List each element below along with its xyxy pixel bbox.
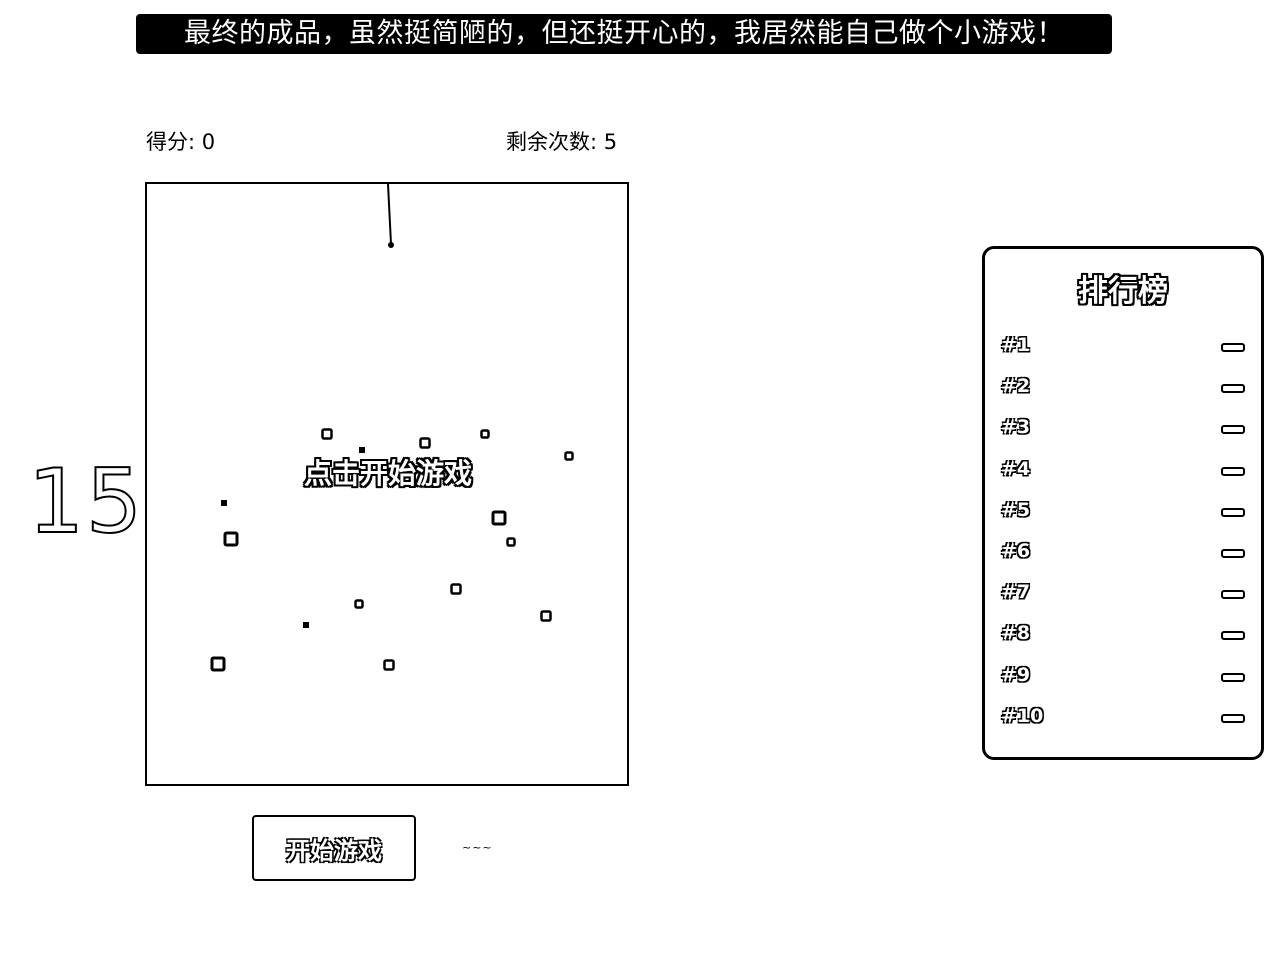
item-ring	[564, 451, 574, 461]
leaderboard-score-placeholder	[1221, 672, 1245, 682]
leaderboard-score-placeholder	[1221, 590, 1245, 600]
leaderboard-row: #1	[1001, 331, 1245, 372]
item-ring	[223, 531, 239, 547]
leaderboard-rank: #7	[1001, 581, 1031, 604]
leaderboard-score-placeholder	[1221, 631, 1245, 641]
leaderboard-rank: #10	[1001, 704, 1044, 727]
tiny-caption: ~~~	[462, 841, 493, 854]
needle-hook-icon	[387, 184, 394, 248]
item-ring	[210, 656, 226, 672]
item-dot	[303, 622, 309, 628]
leaderboard-row: #8	[1001, 619, 1245, 660]
leaderboard-row: #2	[1001, 372, 1245, 413]
item-ring	[321, 428, 333, 440]
leaderboard-rank: #1	[1001, 334, 1031, 356]
leaderboard-score-placeholder	[1221, 713, 1245, 723]
leaderboard-row: #5	[1001, 496, 1245, 537]
game-scene	[210, 184, 574, 672]
leaderboard-rank: #2	[1001, 375, 1031, 398]
leaderboard-panel: 排行榜 #1 #2 #3 #4 #5 #6 #7 #8 #9 #10	[982, 246, 1264, 760]
leaderboard-rank: #3	[1001, 416, 1031, 439]
leaderboard-score-placeholder	[1221, 343, 1245, 352]
item-ring	[419, 437, 431, 449]
leaderboard-rank: #9	[1001, 663, 1031, 686]
item-ring	[480, 429, 490, 439]
leaderboard-row: #7	[1001, 578, 1245, 619]
item-ring	[506, 537, 516, 547]
item-ring	[383, 659, 395, 671]
start-game-button[interactable]: 开始游戏	[252, 815, 416, 881]
leaderboard-score-placeholder	[1221, 384, 1245, 394]
leaderboard-rank: #8	[1001, 622, 1031, 645]
remaining-attempts-label: 剩余次数: 5	[506, 130, 618, 154]
leaderboard-row: #4	[1001, 455, 1245, 496]
leaderboard-list: #1 #2 #3 #4 #5 #6 #7 #8 #9 #10	[1001, 331, 1245, 743]
score-label: 得分: 0	[146, 130, 216, 154]
leaderboard-row: #6	[1001, 537, 1245, 578]
leaderboard-row: #9	[1001, 661, 1245, 702]
leaderboard-row: #3	[1001, 413, 1245, 454]
leaderboard-row: #10	[1001, 702, 1245, 743]
item-ring	[354, 599, 364, 609]
leaderboard-title: 排行榜	[1078, 274, 1168, 309]
item-dot	[359, 447, 365, 453]
side-counter: 15	[27, 450, 144, 553]
item-ring	[450, 583, 462, 595]
item-dot	[221, 500, 227, 506]
leaderboard-rank: #4	[1001, 457, 1031, 480]
leaderboard-rank: #6	[1001, 539, 1031, 562]
leaderboard-score-placeholder	[1221, 425, 1245, 435]
leaderboard-score-placeholder	[1221, 507, 1245, 517]
leaderboard-score-placeholder	[1221, 466, 1245, 476]
leaderboard-rank: #5	[1001, 498, 1031, 521]
item-ring	[540, 610, 552, 622]
game-canvas[interactable]: 点击开始游戏	[145, 182, 629, 786]
leaderboard-score-placeholder	[1221, 548, 1245, 558]
video-caption: 最终的成品，虽然挺简陋的，但还挺开心的，我居然能自己做个小游戏！	[136, 14, 1112, 54]
item-ring	[491, 510, 507, 526]
